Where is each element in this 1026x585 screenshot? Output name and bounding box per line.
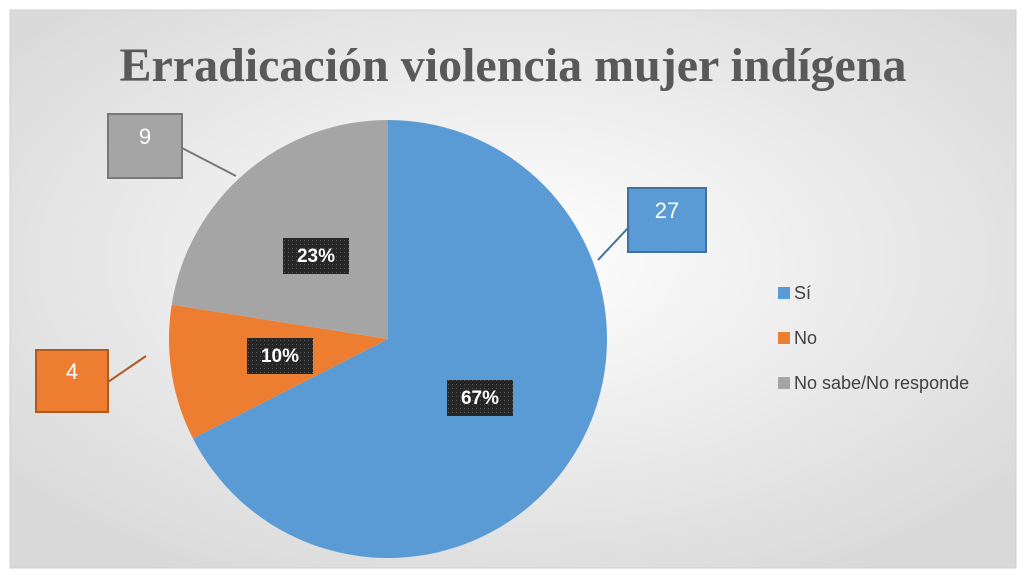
legend-swatch <box>778 287 790 299</box>
percent-label: 23% <box>297 246 335 267</box>
legend-swatch <box>778 377 790 389</box>
leader-line <box>597 227 629 261</box>
percent-label: 67% <box>461 388 499 409</box>
callout-box <box>107 113 183 179</box>
callout-box <box>627 187 707 253</box>
legend-label: No sabe/No responde <box>794 373 969 393</box>
percent-label: 10% <box>261 346 299 367</box>
leader-line <box>107 355 147 383</box>
percent-box <box>283 238 349 274</box>
value-label: 27 <box>655 198 679 223</box>
callout-box <box>35 349 109 413</box>
value-label: 4 <box>66 359 78 384</box>
legend-label: No <box>794 328 817 348</box>
percent-box <box>447 380 513 416</box>
legend-swatch <box>778 332 790 344</box>
chart-title: Erradicación violencia mujer indígena <box>119 39 906 92</box>
pie-slice <box>192 120 607 558</box>
value-label: 9 <box>139 124 151 149</box>
percent-box <box>247 338 313 374</box>
pie-slice <box>171 119 388 339</box>
leader-line <box>181 147 237 177</box>
legend-label: Sí <box>794 283 811 303</box>
